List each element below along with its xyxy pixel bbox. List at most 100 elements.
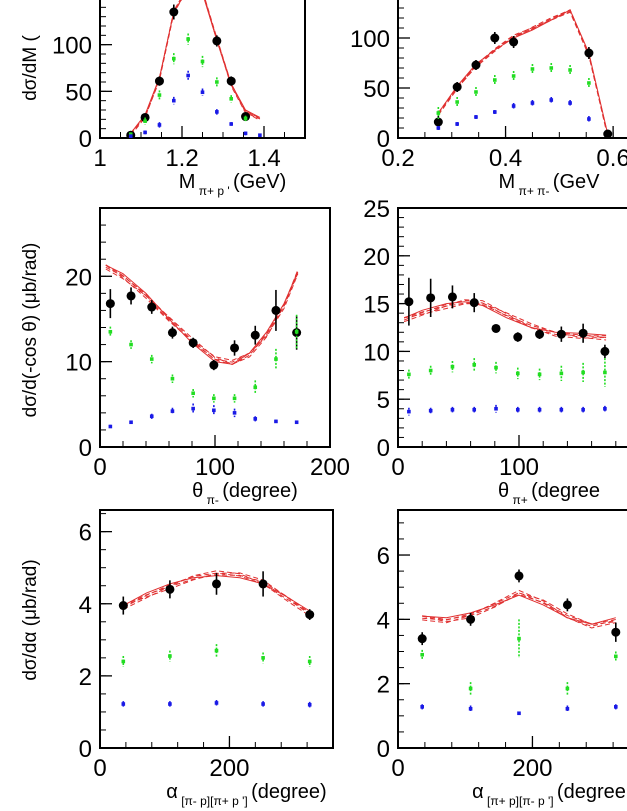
data-point bbox=[307, 702, 312, 707]
fit-curve bbox=[422, 589, 616, 629]
data-point bbox=[128, 132, 133, 137]
data-point bbox=[407, 372, 411, 377]
data-point bbox=[466, 614, 476, 624]
plot-frame bbox=[99, 0, 306, 139]
data-point bbox=[214, 701, 219, 705]
plot-frame bbox=[99, 509, 334, 749]
y-axis-label: dσ/dα (μb/rad) bbox=[20, 559, 41, 680]
data-point bbox=[172, 56, 176, 61]
x-tick-label: 0 bbox=[391, 755, 404, 782]
series-exp bbox=[105, 287, 302, 371]
x-tick-label: 100 bbox=[195, 454, 235, 481]
data-point bbox=[157, 123, 162, 127]
data-point bbox=[472, 407, 477, 412]
data-point bbox=[581, 370, 585, 375]
data-point bbox=[118, 601, 128, 611]
data-point bbox=[294, 420, 299, 425]
data-point bbox=[420, 705, 424, 709]
x-tick-label: 100 bbox=[499, 454, 539, 481]
series-green bbox=[420, 619, 618, 695]
data-point bbox=[404, 297, 414, 307]
data-point bbox=[603, 129, 613, 138]
data-point bbox=[229, 122, 233, 126]
data-point bbox=[258, 133, 262, 137]
series-green bbox=[121, 644, 312, 667]
data-point bbox=[474, 115, 478, 119]
y-tick-label: 20 bbox=[363, 244, 390, 271]
data-point bbox=[614, 654, 618, 659]
y-tick-label: 4 bbox=[79, 592, 92, 619]
y-tick-label: 2 bbox=[377, 672, 390, 699]
data-point bbox=[212, 408, 216, 413]
data-point bbox=[428, 368, 433, 373]
x-axis-label: M π+ π- (GeV bbox=[499, 171, 601, 198]
x-tick-label: 0 bbox=[93, 454, 106, 481]
data-point bbox=[232, 411, 237, 415]
fit-curve bbox=[403, 299, 607, 337]
data-point bbox=[614, 705, 618, 709]
fit-curve bbox=[123, 570, 310, 617]
data-point bbox=[587, 81, 591, 85]
y-tick-label: 25 bbox=[363, 196, 390, 223]
data-point bbox=[149, 414, 154, 419]
data-point bbox=[556, 329, 566, 339]
y-tick-label: 100 bbox=[52, 33, 92, 60]
data-point bbox=[212, 579, 221, 589]
data-point bbox=[271, 305, 281, 315]
data-point bbox=[253, 417, 258, 421]
y-tick-label: 0 bbox=[377, 736, 390, 763]
y-tick-label: 6 bbox=[79, 520, 92, 547]
data-point bbox=[517, 636, 521, 641]
axis-ticks bbox=[99, 513, 334, 749]
y-tick-label: 6 bbox=[377, 543, 390, 570]
fit-curve bbox=[403, 302, 607, 341]
data-point bbox=[170, 376, 175, 381]
data-point bbox=[426, 293, 436, 303]
data-point bbox=[243, 116, 248, 121]
data-point bbox=[226, 76, 236, 86]
series-green bbox=[128, 33, 248, 137]
x-axis-label: α [π+ p][π- p '] (degree bbox=[472, 781, 626, 808]
fit-curve bbox=[403, 299, 607, 339]
x-tick-label: 1.4 bbox=[247, 145, 280, 172]
data-point bbox=[530, 101, 535, 105]
data-point bbox=[468, 706, 473, 711]
fit-curve bbox=[422, 594, 616, 625]
y-tick-label: 5 bbox=[377, 387, 390, 414]
data-point bbox=[212, 36, 222, 46]
data-point bbox=[417, 634, 427, 644]
data-point bbox=[611, 627, 621, 637]
fit-curve bbox=[437, 9, 609, 135]
data-point bbox=[128, 134, 133, 138]
data-point bbox=[108, 329, 113, 334]
data-point bbox=[581, 407, 585, 412]
data-point bbox=[121, 659, 126, 664]
data-point bbox=[261, 656, 265, 660]
data-point bbox=[471, 60, 481, 70]
series-exp bbox=[126, 4, 251, 138]
data-point bbox=[243, 131, 248, 136]
data-point bbox=[603, 370, 607, 375]
data-point bbox=[253, 385, 258, 390]
y-tick-label: 15 bbox=[363, 292, 390, 319]
data-point bbox=[261, 702, 265, 706]
x-axis-label: α [π- p][π+ p '] (degree) bbox=[166, 781, 326, 808]
data-point bbox=[565, 706, 570, 711]
fit-curve bbox=[105, 264, 299, 363]
series-blue bbox=[436, 97, 591, 130]
y-tick-label: 100 bbox=[350, 26, 390, 53]
data-point bbox=[105, 299, 115, 309]
model-fit-band bbox=[130, 0, 261, 136]
y-tick-label: 0 bbox=[79, 126, 92, 153]
y-tick-label: 0 bbox=[377, 126, 390, 153]
y-tick-label: 50 bbox=[65, 79, 92, 106]
data-point bbox=[468, 686, 473, 691]
data-point bbox=[603, 406, 607, 411]
data-point bbox=[452, 82, 462, 92]
y-tick-label: 20 bbox=[65, 264, 92, 291]
data-point bbox=[562, 600, 572, 610]
panel-p1: 1 1.2 1.4 0 50 100 M π+ p ' (GeV) dσ/dM ( bbox=[20, 0, 306, 198]
data-point bbox=[537, 372, 542, 377]
data-point bbox=[407, 409, 411, 414]
data-point bbox=[450, 407, 455, 412]
